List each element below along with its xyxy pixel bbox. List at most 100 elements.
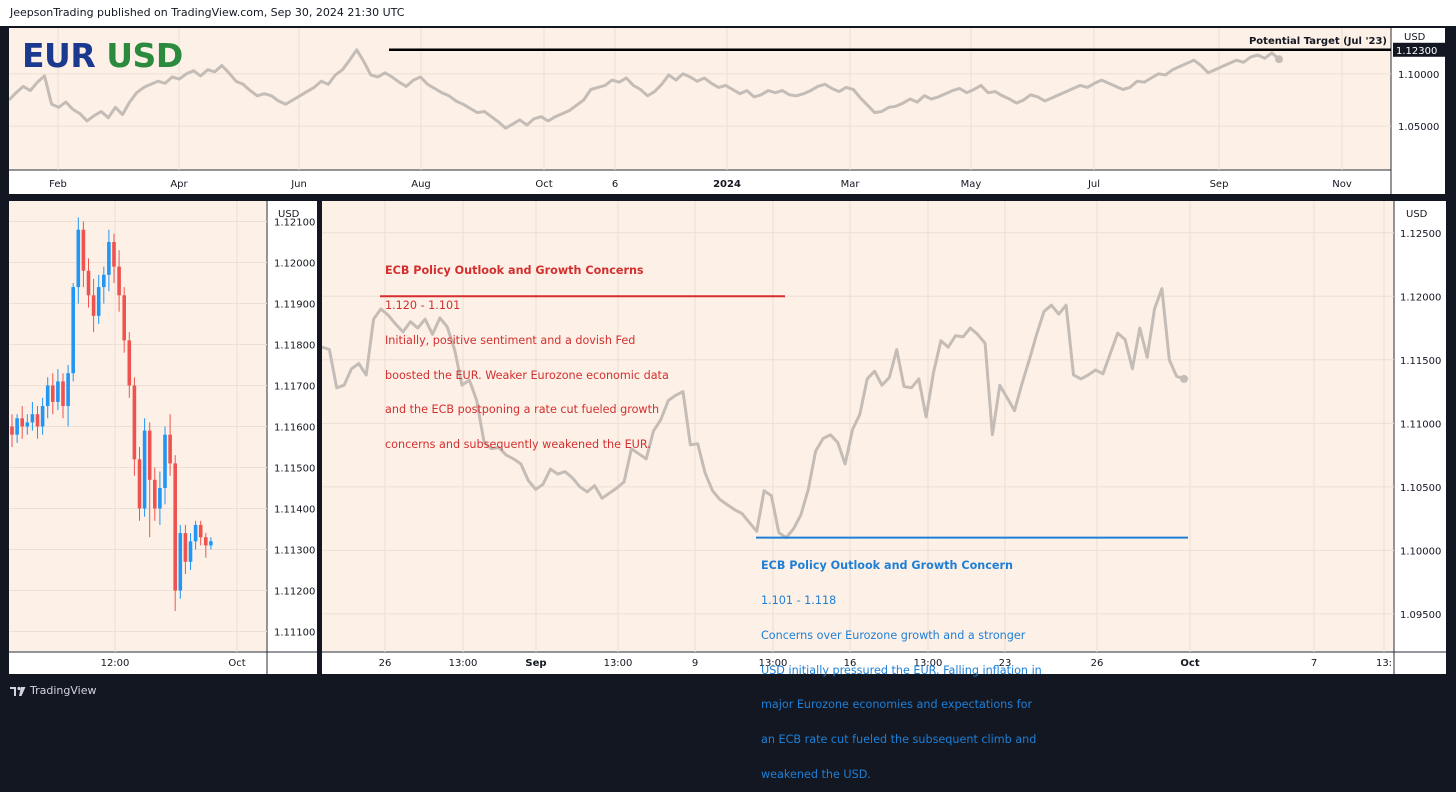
target-price-badge <box>1393 42 1445 57</box>
time-tick-label: Oct <box>535 179 552 190</box>
price-tick-label: 1.11300 <box>274 546 315 557</box>
blue-annotation-range: 1.101 - 1.118 <box>761 593 837 607</box>
price-tick-label: 1.10500 <box>1400 483 1441 494</box>
candle-body <box>10 426 14 435</box>
candle-body <box>25 422 30 427</box>
time-tick-label: 26 <box>379 658 392 669</box>
blue-annotation-line: USD initially pressured the EUR. Falling… <box>761 663 1042 677</box>
title-quote: USD <box>106 36 183 75</box>
price-tick-label: 1.11500 <box>274 464 315 475</box>
time-tick-label: 13:00 <box>449 658 478 669</box>
overview-chart: Feb Apr Jun Aug Oct 6 2024 Mar May Jul Sep Nov 1.100… <box>9 28 1445 194</box>
candle-body <box>20 418 24 427</box>
currency-label: USD <box>278 209 300 220</box>
candle-body <box>137 459 142 509</box>
last-price-marker <box>1275 55 1283 64</box>
candle-body <box>198 524 203 538</box>
candle-body <box>45 385 50 406</box>
candle-body <box>127 340 132 386</box>
intraday-candlestick-chart: 12:00 Oct 1.12100 1.12000 1.11900 1.11800 1.11… <box>9 201 317 674</box>
price-tick-label: 1.11200 <box>274 587 315 598</box>
candle-body <box>51 385 55 402</box>
title-base: EUR <box>22 36 96 75</box>
candle-body <box>81 229 86 271</box>
last-price-marker <box>1180 374 1188 383</box>
time-tick-label: Oct <box>228 658 245 669</box>
time-tick-label: Nov <box>1332 179 1352 190</box>
candle-body <box>15 418 19 435</box>
candle-body <box>117 266 121 296</box>
time-tick-label: 12:00 <box>101 658 130 669</box>
symbol-title: EUR USD <box>22 36 183 75</box>
candle-body <box>142 430 147 509</box>
time-tick-label: Oct <box>1180 658 1199 669</box>
time-tick-label: Aug <box>411 179 431 190</box>
candle-body <box>66 373 70 406</box>
candle-body <box>173 463 177 591</box>
time-tick-label: Sep <box>1210 179 1229 190</box>
price-tick-label: 1.12100 <box>274 218 315 229</box>
plot-background <box>322 201 1394 652</box>
time-tick-label: Jul <box>1087 179 1100 190</box>
candle-body <box>30 414 35 423</box>
candle-body <box>147 430 152 480</box>
time-tick-label: 7 <box>1311 658 1317 669</box>
blue-annotation-note: ECB Policy Outlook and Growth Concern 1.… <box>761 537 1042 792</box>
time-tick-label: 13: <box>1376 658 1392 669</box>
detail-line-chart: 26 13:00 Sep 13:00 9 13:00 16 13:00 23 26 Oct 7 13: 1… <box>322 201 1446 674</box>
price-tick-label: 1.11800 <box>274 341 315 352</box>
overview-price-line <box>9 48 1280 130</box>
tradingview-logo-icon <box>10 677 26 716</box>
time-tick-label: 9 <box>692 658 698 669</box>
time-tick-label: May <box>961 179 982 190</box>
time-tick-label: 6 <box>612 179 618 190</box>
candle-body <box>204 537 208 546</box>
price-tick-label: 1.11400 <box>274 505 315 516</box>
time-tick-label: 16 <box>844 658 857 669</box>
time-axis <box>9 170 1391 194</box>
candle-body <box>71 287 75 374</box>
tradingview-footer: TradingView <box>0 677 1456 705</box>
candle-body <box>193 524 198 542</box>
publisher-header: JeepsonTrading published on TradingView.… <box>0 0 1456 26</box>
candle-body <box>96 287 101 316</box>
candle-body <box>112 242 116 267</box>
time-tick-label: Apr <box>170 179 188 190</box>
candle-body <box>61 381 65 406</box>
price-tick-label: 1.09500 <box>1400 610 1441 621</box>
time-tick-label: 13:00 <box>604 658 633 669</box>
detail-chart-panel: 26 13:00 Sep 13:00 9 13:00 16 13:00 23 26 Oct 7 13: 1… <box>322 201 1446 674</box>
time-tick-label: 13:00 <box>759 658 788 669</box>
time-tick-label: 13:00 <box>914 658 943 669</box>
price-tick-label: 1.10000 <box>1398 70 1439 81</box>
currency-label: USD <box>1404 32 1426 43</box>
target-price-label: 1.12300 <box>1396 46 1437 57</box>
blue-annotation-title: ECB Policy Outlook and Growth Concern <box>761 559 1013 573</box>
time-tick-label: Mar <box>841 179 861 190</box>
price-tick-label: 1.05000 <box>1398 122 1439 133</box>
time-tick-label: 26 <box>1091 658 1104 669</box>
candle-body <box>153 479 157 509</box>
intraday-chart-panel: 12:00 Oct 1.12100 1.12000 1.11900 1.11800 1.11… <box>9 201 317 674</box>
candle-body <box>122 295 126 341</box>
plot-background <box>9 28 1391 170</box>
detail-price-line <box>322 287 1185 540</box>
red-annotation-line: concerns and subsequently weakened the E… <box>385 438 651 452</box>
time-tick-label: Feb <box>49 179 67 190</box>
price-tick-label: 1.11600 <box>274 423 315 434</box>
price-tick-label: 1.10000 <box>1400 546 1441 557</box>
blue-annotation-line: an ECB rate cut fueled the subsequent cl… <box>761 733 1037 747</box>
price-tick-label: 1.11500 <box>1400 356 1441 367</box>
candle-body <box>178 533 183 591</box>
currency-label: USD <box>1406 209 1428 220</box>
red-annotation-note: ECB Policy Outlook and Growth Concerns 1… <box>385 242 669 462</box>
red-annotation-line: boosted the EUR. Weaker Eurozone economi… <box>385 368 669 382</box>
time-tick-label: Sep <box>525 658 546 669</box>
time-tick-label: Jun <box>290 179 307 190</box>
footer-logo-text[interactable]: TradingView <box>30 684 97 697</box>
candle-body <box>183 533 188 562</box>
blue-annotation-line: Concerns over Eurozone growth and a stro… <box>761 628 1026 642</box>
candle-body <box>40 406 45 427</box>
price-tick-label: 1.12000 <box>274 259 315 270</box>
price-tick-label: 1.11100 <box>274 628 315 639</box>
